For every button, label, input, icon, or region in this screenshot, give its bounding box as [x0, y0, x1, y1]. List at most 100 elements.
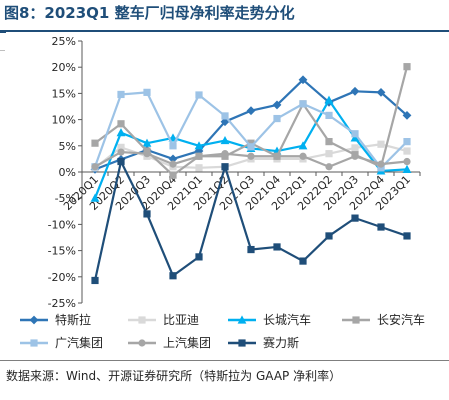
- data-point: [403, 138, 411, 146]
- data-point: [376, 87, 386, 97]
- figure-title: 图8：2023Q1 整车厂归母净利率走势分化: [4, 4, 295, 22]
- data-point: [90, 193, 100, 202]
- source-divider: [0, 360, 449, 361]
- y-tick-label: 0%: [59, 166, 76, 179]
- data-point: [169, 272, 177, 280]
- data-point: [117, 148, 125, 156]
- legend-item: 赛力斯: [228, 335, 299, 350]
- series-6: [91, 148, 411, 171]
- data-point: [325, 111, 333, 120]
- data-point: [403, 63, 411, 71]
- data-point: [272, 100, 282, 110]
- legend-swatch-marker: [237, 315, 247, 324]
- data-point: [324, 95, 334, 104]
- data-point: [195, 152, 203, 160]
- data-point: [402, 164, 412, 173]
- data-point: [117, 120, 125, 128]
- y-axis: -25% -20% -15% -10% -5% 0% 5% 10% 15% 20% 25%: [48, 35, 83, 310]
- data-point: [403, 157, 411, 166]
- data-point: [299, 257, 307, 265]
- series-7: [91, 157, 411, 285]
- y-tick-label: 15%: [52, 87, 76, 100]
- data-point: [116, 128, 126, 137]
- data-point: [220, 135, 230, 145]
- legend-label: 广汽集团: [55, 335, 103, 350]
- y-tick-label: 5%: [59, 140, 76, 153]
- data-point: [299, 152, 307, 160]
- data-point: [195, 91, 203, 99]
- data-point: [117, 157, 125, 166]
- data-point: [351, 130, 359, 138]
- series-5: [91, 88, 411, 172]
- data-point: [143, 210, 151, 218]
- data-point: [195, 253, 203, 261]
- series-layer: [90, 63, 412, 285]
- data-point: [377, 223, 385, 231]
- data-point: [143, 150, 151, 158]
- data-point: [91, 276, 99, 285]
- data-point: [169, 160, 177, 168]
- data-point: [377, 164, 385, 172]
- data-point: [194, 141, 204, 150]
- legend-label: 特斯拉: [55, 312, 91, 327]
- data-point: [169, 142, 177, 150]
- left-margin-mark: [0, 50, 5, 51]
- data-point: [351, 152, 359, 160]
- data-point: [350, 86, 360, 96]
- legend-swatch-marker: [29, 315, 39, 325]
- data-point: [91, 163, 99, 171]
- legend-label: 赛力斯: [263, 335, 299, 350]
- legend-swatch-marker: [352, 316, 360, 324]
- data-point: [402, 111, 412, 120]
- data-point: [247, 245, 255, 254]
- y-tick-label: -5%: [55, 192, 76, 205]
- line-chart: -25%-20%-15%-10%-5%0%5%10%15%20%25% 2020…: [20, 35, 425, 350]
- legend-item: 比亚迪: [128, 313, 199, 327]
- legend-label: 比亚迪: [163, 313, 199, 327]
- legend-label: 长安汽车: [377, 312, 425, 327]
- data-point: [117, 90, 125, 99]
- data-point: [194, 146, 204, 156]
- legend-item: 特斯拉: [20, 312, 91, 327]
- data-point: [169, 171, 177, 179]
- y-tick-label: -15%: [48, 245, 76, 258]
- legend-item: 广汽集团: [20, 335, 103, 350]
- data-point: [325, 150, 333, 158]
- data-point: [142, 138, 152, 147]
- data-point: [377, 140, 385, 148]
- legend-item: 长城汽车: [228, 312, 311, 327]
- data-point: [246, 106, 256, 116]
- data-point: [221, 150, 229, 158]
- data-point: [403, 147, 411, 155]
- data-point: [350, 133, 360, 142]
- data-point: [91, 139, 99, 147]
- y-tick-label: 10%: [52, 114, 76, 127]
- legend-label: 长城汽车: [263, 312, 311, 327]
- legend-label: 上汽集团: [163, 335, 211, 350]
- y-tick-label: -20%: [48, 271, 76, 284]
- data-point: [247, 143, 255, 151]
- legend-swatch-marker: [238, 339, 246, 347]
- data-point: [351, 214, 359, 222]
- data-point: [168, 154, 178, 164]
- data-point: [143, 88, 151, 96]
- data-point: [299, 100, 307, 108]
- data-point: [377, 160, 385, 168]
- data-point: [325, 138, 333, 146]
- data-point: [221, 163, 229, 171]
- legend-swatch-marker: [30, 339, 38, 347]
- data-point: [273, 114, 281, 123]
- data-point: [221, 112, 229, 120]
- legend-item: 长安汽车: [342, 312, 425, 327]
- y-tick-label: -25%: [48, 297, 76, 310]
- data-point: [273, 243, 281, 251]
- data-point: [298, 141, 308, 150]
- y-tick-label: 25%: [52, 35, 76, 48]
- legend-swatch-marker: [138, 316, 146, 324]
- data-point: [195, 164, 203, 172]
- data-point: [325, 163, 333, 171]
- y-tick-label: 20%: [52, 61, 76, 74]
- legend-item: 上汽集团: [128, 335, 211, 350]
- data-point: [403, 232, 411, 240]
